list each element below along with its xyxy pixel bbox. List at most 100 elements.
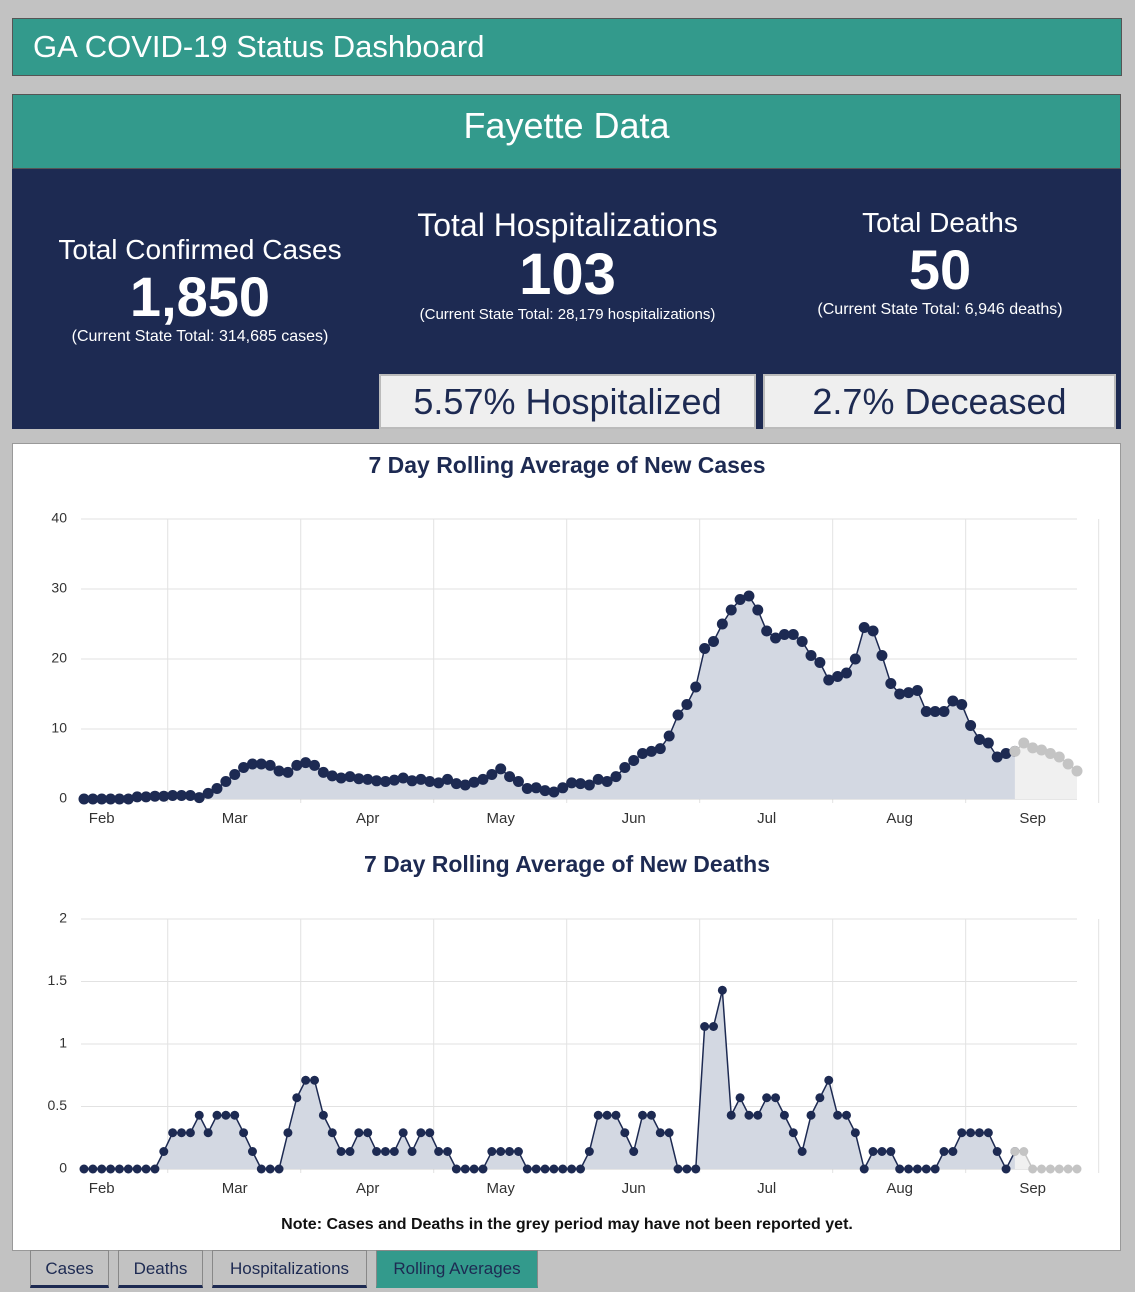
stat-label: Total Hospitalizations bbox=[417, 207, 718, 243]
point bbox=[353, 773, 365, 785]
point bbox=[512, 776, 524, 787]
point bbox=[938, 706, 950, 717]
tab[interactable]: Rolling Averages bbox=[376, 1250, 538, 1288]
point bbox=[788, 1128, 798, 1138]
stat-note: (Current State Total: 6,946 deaths) bbox=[817, 301, 1063, 318]
point bbox=[167, 790, 179, 801]
point bbox=[1063, 1164, 1073, 1174]
point bbox=[372, 1147, 382, 1156]
tab[interactable]: Deaths bbox=[118, 1250, 203, 1288]
panel-title: Fayette Data bbox=[12, 94, 1121, 169]
x-tick-label: Jun bbox=[622, 1180, 646, 1197]
point bbox=[610, 771, 622, 783]
point bbox=[96, 793, 108, 805]
point bbox=[123, 1164, 133, 1174]
area bbox=[84, 596, 1015, 799]
point bbox=[327, 1128, 337, 1138]
tab[interactable]: Cases bbox=[30, 1250, 109, 1288]
point bbox=[876, 650, 888, 661]
point bbox=[725, 604, 737, 616]
point bbox=[380, 1147, 390, 1156]
point bbox=[398, 1128, 408, 1138]
point bbox=[185, 1128, 195, 1138]
point bbox=[743, 590, 755, 602]
point bbox=[97, 1164, 107, 1174]
point bbox=[326, 770, 338, 782]
point bbox=[886, 1147, 896, 1156]
point bbox=[477, 773, 489, 785]
point bbox=[122, 793, 134, 805]
point bbox=[221, 1110, 231, 1120]
point bbox=[1001, 1164, 1011, 1174]
point bbox=[734, 594, 746, 605]
tab[interactable]: Hospitalizations bbox=[212, 1250, 367, 1288]
point bbox=[1037, 1164, 1047, 1174]
point bbox=[238, 762, 250, 773]
point bbox=[930, 1164, 940, 1174]
point bbox=[443, 1147, 453, 1156]
point bbox=[904, 1164, 914, 1174]
point bbox=[557, 782, 569, 794]
point bbox=[256, 1164, 266, 1174]
point bbox=[707, 636, 719, 647]
point bbox=[548, 786, 560, 798]
point bbox=[752, 604, 764, 616]
point bbox=[131, 791, 143, 803]
point bbox=[158, 790, 170, 802]
y-tick-label: 1.5 bbox=[48, 972, 68, 988]
point bbox=[211, 783, 223, 794]
point bbox=[274, 1164, 284, 1174]
point bbox=[576, 1164, 585, 1174]
point bbox=[619, 762, 631, 773]
point bbox=[149, 790, 161, 802]
point bbox=[389, 1147, 399, 1156]
stat-label: Total Deaths bbox=[862, 207, 1018, 238]
y-tick-label: 0.5 bbox=[48, 1097, 68, 1113]
point bbox=[255, 758, 267, 770]
point bbox=[841, 1110, 851, 1120]
point bbox=[983, 1128, 993, 1138]
charts: Note: Cases and Deaths in the grey perio… bbox=[48, 452, 1100, 1233]
point bbox=[973, 734, 985, 745]
chart-title: 7 Day Rolling Average of New Cases bbox=[368, 452, 765, 478]
point bbox=[700, 1022, 710, 1031]
x-tick-label: Mar bbox=[222, 1180, 248, 1197]
point bbox=[850, 1128, 860, 1138]
point bbox=[273, 765, 285, 777]
point bbox=[903, 687, 915, 699]
point bbox=[966, 1128, 976, 1138]
x-tick-label: Aug bbox=[886, 810, 913, 827]
point bbox=[424, 776, 436, 787]
point bbox=[521, 783, 533, 794]
point bbox=[681, 699, 693, 710]
point bbox=[566, 777, 578, 789]
y-tick-label: 1 bbox=[59, 1035, 67, 1051]
point bbox=[88, 1164, 98, 1174]
point bbox=[602, 1110, 612, 1120]
point bbox=[911, 685, 923, 696]
point bbox=[434, 1147, 444, 1156]
area bbox=[84, 990, 1015, 1169]
point bbox=[833, 1110, 843, 1120]
point bbox=[806, 1110, 816, 1120]
point bbox=[654, 743, 666, 755]
y-tick-label: 0 bbox=[59, 1160, 67, 1176]
point bbox=[336, 1147, 346, 1156]
point bbox=[858, 622, 870, 633]
point bbox=[486, 769, 498, 780]
point bbox=[1036, 744, 1048, 756]
point bbox=[814, 657, 826, 668]
point bbox=[540, 1164, 550, 1174]
point bbox=[230, 1110, 240, 1120]
point bbox=[229, 769, 241, 780]
point bbox=[132, 1164, 142, 1174]
point bbox=[1045, 1164, 1055, 1174]
rate-box: 5.57% Hospitalized bbox=[379, 374, 756, 429]
point bbox=[150, 1164, 160, 1174]
point bbox=[716, 618, 728, 630]
point bbox=[300, 757, 312, 769]
point bbox=[956, 699, 968, 710]
point bbox=[920, 706, 932, 717]
point bbox=[770, 632, 782, 644]
header-title: GA COVID-19 Status Dashboard bbox=[12, 18, 1122, 76]
